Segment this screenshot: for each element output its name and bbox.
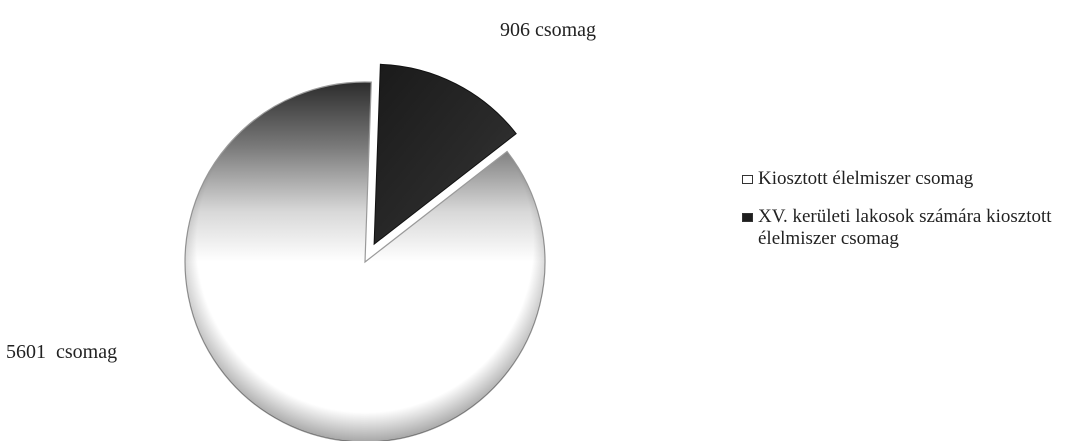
data-label-distributed: 5601 csomag xyxy=(6,341,117,363)
legend-swatch-icon xyxy=(742,213,753,222)
legend-item-distributed: Kiosztott élelmiszer csomag xyxy=(742,168,1077,190)
legend-swatch-icon xyxy=(742,175,753,184)
pie-chart-svg: 5601 csomag 906 csomag xyxy=(6,19,596,441)
data-label-xv-district: 906 csomag xyxy=(500,19,596,41)
legend-item-xv-district: XV. kerületi lakosok számára kiosztott é… xyxy=(742,206,1077,250)
chart-legend: Kiosztott élelmiszer csomag XV. kerületi… xyxy=(742,168,1077,266)
pie-slice-shading xyxy=(185,82,545,441)
legend-label: Kiosztott élelmiszer csomag xyxy=(758,168,974,189)
pie-slice-xv-district xyxy=(373,63,517,246)
pie-chart: 5601 csomag 906 csomag xyxy=(6,19,596,441)
legend-label: XV. kerületi lakosok számára kiosztott é… xyxy=(758,206,1052,249)
